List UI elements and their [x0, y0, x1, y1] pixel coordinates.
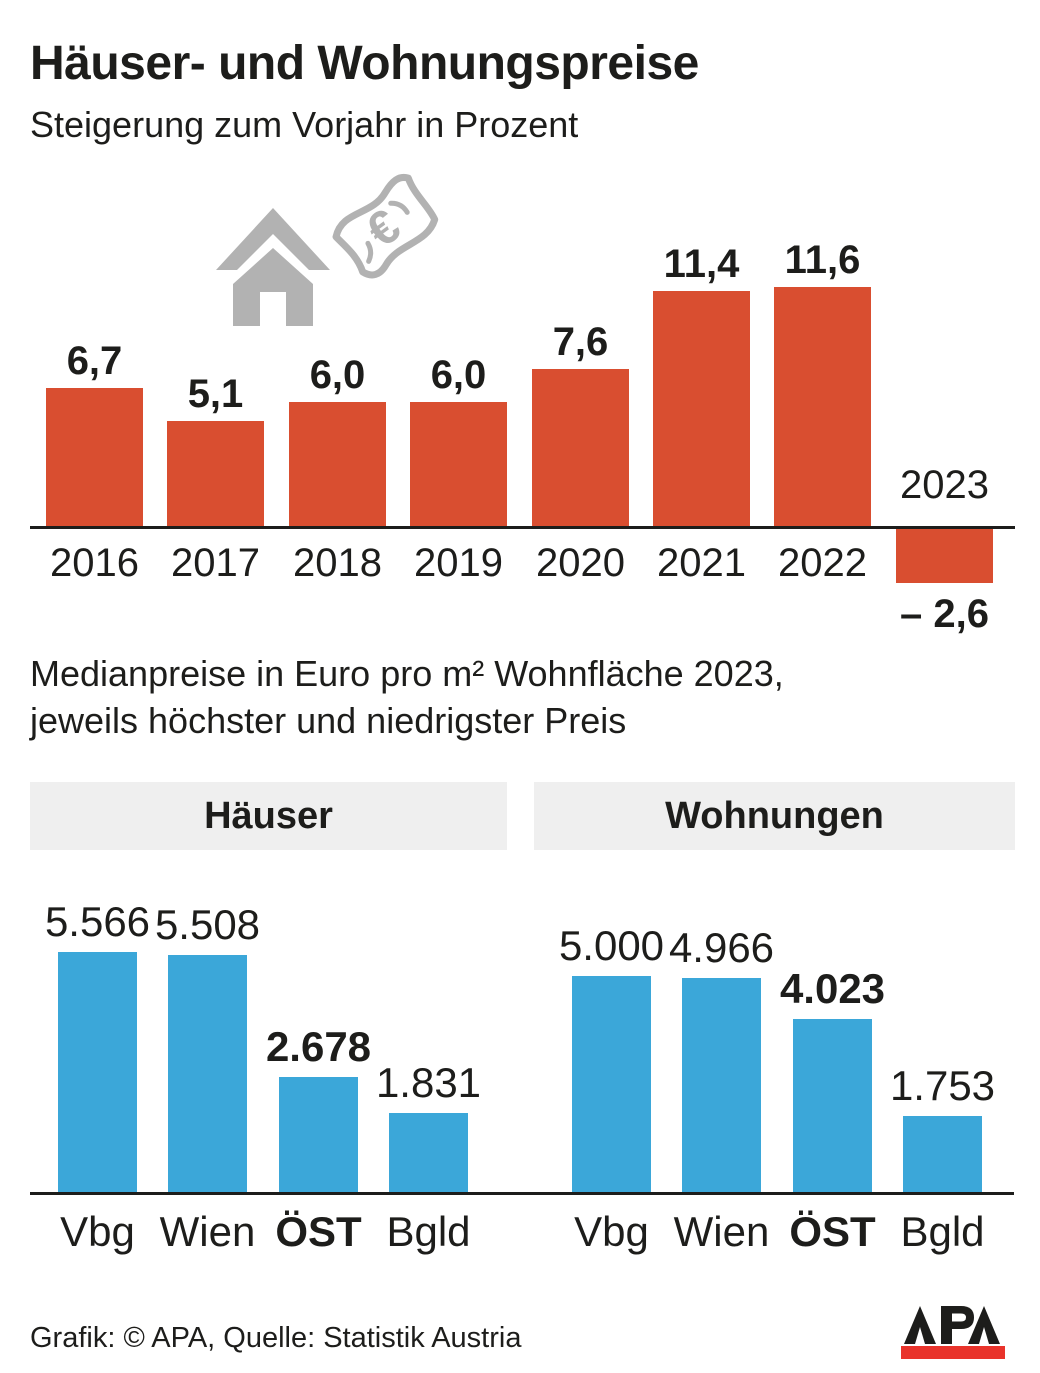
section-header-haeuser-label: Häuser [204, 794, 333, 837]
axis-label-wohnungen_median-Wien: Wien [673, 1208, 770, 1255]
value-label-haeuser_median-Wien: 5.508 [154, 901, 261, 948]
value-label-2023: – 2,6 [900, 592, 989, 636]
section-header-wohnungen: Wohnungen [534, 782, 1015, 850]
value-label-haeuser_median-Bgld: 1.831 [375, 1059, 482, 1106]
value-label-2022: 11,6 [784, 238, 861, 282]
bar-wohnungen_median-Vbg [572, 976, 651, 1192]
axis-label-wohnungen_median-Bgld: Bgld [900, 1208, 985, 1255]
axis-label-2018: 2018 [293, 541, 382, 585]
house-icon [216, 208, 330, 326]
bar-2017 [167, 421, 264, 526]
axis-label-2020: 2020 [536, 541, 625, 585]
value-label-haeuser_median-Vbg: 5.566 [44, 898, 151, 945]
bar-2022 [774, 287, 871, 526]
axis-label-2022: 2022 [778, 541, 867, 585]
bar-2016 [46, 388, 143, 526]
page-subtitle: Steigerung zum Vorjahr in Prozent [30, 104, 579, 145]
bar-2021 [653, 291, 750, 526]
bar-2019 [410, 402, 507, 526]
axis-label-2016: 2016 [50, 541, 139, 585]
x-axis-top [30, 526, 1015, 529]
value-label-haeuser_median-ÖST: 2.678 [265, 1023, 372, 1070]
value-label-wohnungen_median-Bgld: 1.753 [889, 1062, 996, 1109]
axis-label-2023: 2023 [900, 463, 989, 507]
bar-wohnungen_median-Wien [682, 978, 761, 1192]
description-line-2: jeweils höchster und niedrigster Preis [30, 700, 627, 741]
x-axis-bottom [30, 1192, 1014, 1195]
description-line-1: Medianpreise in Euro pro m² Wohnfläche 2… [30, 653, 784, 694]
value-label-2017: 5,1 [187, 372, 244, 416]
axis-label-haeuser_median-Bgld: Bgld [386, 1208, 471, 1255]
median-price-description: Medianpreise in Euro pro m² Wohnfläche 2… [30, 650, 784, 744]
value-label-2021: 11,4 [663, 242, 740, 286]
axis-label-2017: 2017 [171, 541, 260, 585]
bar-haeuser_median-ÖST [279, 1077, 358, 1192]
bar-2023 [896, 529, 993, 583]
apa-logo-red-bar [901, 1346, 1005, 1359]
bar-wohnungen_median-Bgld [903, 1116, 982, 1192]
axis-label-wohnungen_median-ÖST: ÖST [789, 1208, 876, 1255]
section-header-haeuser: Häuser [30, 782, 507, 850]
bar-2020 [532, 369, 629, 526]
apa-logo [901, 1306, 1005, 1359]
value-label-wohnungen_median-ÖST: 4.023 [779, 965, 886, 1012]
bar-haeuser_median-Wien [168, 955, 247, 1192]
value-label-2018: 6,0 [309, 353, 366, 397]
axis-label-2019: 2019 [414, 541, 503, 585]
euro-banknote-icon: € [332, 173, 439, 279]
section-header-wohnungen-label: Wohnungen [665, 794, 884, 837]
bar-2018 [289, 402, 386, 526]
page-title: Häuser- und Wohnungspreise [30, 37, 699, 90]
axis-label-haeuser_median-Wien: Wien [159, 1208, 256, 1255]
bar-haeuser_median-Vbg [58, 952, 137, 1192]
value-label-wohnungen_median-Wien: 4.966 [668, 924, 775, 971]
axis-label-2021: 2021 [657, 541, 746, 585]
axis-label-haeuser_median-ÖST: ÖST [275, 1208, 362, 1255]
bar-wohnungen_median-ÖST [793, 1019, 872, 1192]
value-label-2016: 6,7 [66, 339, 123, 383]
value-label-2019: 6,0 [430, 353, 487, 397]
axis-label-wohnungen_median-Vbg: Vbg [574, 1208, 649, 1255]
credit-line: Grafik: © APA, Quelle: Statistik Austria [30, 1322, 522, 1354]
value-label-wohnungen_median-Vbg: 5.000 [558, 922, 665, 969]
axis-label-haeuser_median-Vbg: Vbg [60, 1208, 135, 1255]
bar-haeuser_median-Bgld [389, 1113, 468, 1192]
value-label-2020: 7,6 [552, 320, 609, 364]
